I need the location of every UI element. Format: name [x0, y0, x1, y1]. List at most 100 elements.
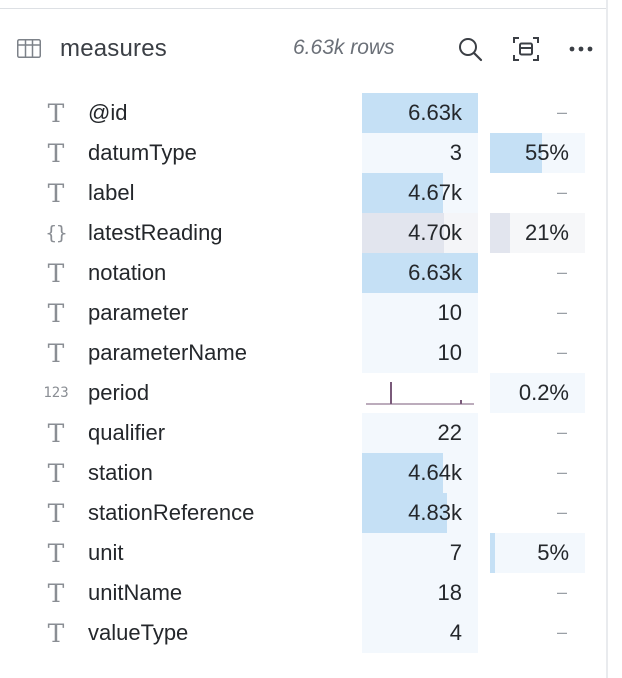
- null-percent-bar[interactable]: 0.2%: [490, 373, 585, 413]
- column-row[interactable]: {} latestReading 4.70k 21%: [0, 213, 606, 253]
- text-type-icon: T: [47, 98, 65, 128]
- null-percent-empty[interactable]: –: [490, 413, 585, 453]
- distinct-count-bar[interactable]: 4.64k: [362, 453, 478, 493]
- column-name: station: [88, 460, 153, 485]
- distinct-count-bar[interactable]: 7: [362, 533, 478, 573]
- column-name: datumType: [88, 140, 197, 165]
- null-fill: [490, 133, 542, 173]
- expand-icon[interactable]: [512, 35, 540, 63]
- null-percent-bar[interactable]: 21%: [490, 213, 585, 253]
- value-histogram[interactable]: [362, 373, 478, 413]
- more-icon[interactable]: [568, 35, 596, 63]
- dash-icon: –: [557, 182, 568, 202]
- distinct-count: 10: [437, 340, 462, 365]
- distinct-count-bar[interactable]: 18: [362, 573, 478, 613]
- distinct-count: 18: [437, 580, 462, 605]
- text-type-icon: T: [47, 418, 65, 448]
- null-percent-empty[interactable]: –: [490, 253, 585, 293]
- null-percent-empty[interactable]: –: [490, 293, 585, 333]
- dash-icon: –: [557, 302, 568, 322]
- distinct-count-bar[interactable]: 4.67k: [362, 173, 478, 213]
- distinct-count-bar[interactable]: 4.83k: [362, 493, 478, 533]
- distinct-count-bar[interactable]: 4.70k: [362, 213, 478, 253]
- distinct-count: 4.83k: [408, 500, 462, 525]
- distinct-count-bar[interactable]: 10: [362, 333, 478, 373]
- null-percent-empty[interactable]: –: [490, 93, 585, 133]
- null-percent: 21%: [524, 220, 569, 245]
- dash-icon: –: [557, 342, 568, 362]
- distinct-count: 22: [437, 420, 462, 445]
- distinct-fill: [362, 493, 447, 533]
- distinct-count-bar[interactable]: 6.63k: [362, 93, 478, 133]
- distinct-count-bar[interactable]: 6.63k: [362, 253, 478, 293]
- column-name: latestReading: [88, 220, 223, 245]
- null-percent-empty[interactable]: –: [490, 333, 585, 373]
- table-title: measures: [60, 35, 167, 62]
- distinct-count: 7: [449, 540, 462, 565]
- text-type-icon: T: [47, 258, 65, 288]
- table-icon: [17, 39, 41, 58]
- text-type-icon: T: [47, 578, 65, 608]
- distinct-fill: [362, 453, 443, 493]
- column-name: label: [88, 180, 135, 205]
- dash-icon: –: [557, 422, 568, 442]
- null-percent: 5%: [537, 540, 569, 565]
- distinct-count-bar[interactable]: 10: [362, 293, 478, 333]
- column-row[interactable]: 123 period 0.2%: [0, 373, 606, 413]
- number-type-icon: 123: [43, 385, 69, 401]
- distinct-fill: [362, 213, 444, 253]
- text-type-icon: T: [47, 618, 65, 648]
- dash-icon: –: [557, 622, 568, 642]
- table-header: measures 6.63k rows: [0, 22, 606, 76]
- null-percent-bar[interactable]: 55%: [490, 133, 585, 173]
- column-row[interactable]: T @id 6.63k –: [0, 93, 606, 133]
- distinct-count-bar[interactable]: 3: [362, 133, 478, 173]
- text-type-icon: T: [47, 338, 65, 368]
- column-name: valueType: [88, 620, 189, 645]
- distinct-count: 3: [449, 140, 462, 165]
- panel-border: [606, 0, 608, 678]
- row-count: 6.63k rows: [293, 36, 395, 59]
- column-name: notation: [88, 260, 167, 285]
- distinct-count-bar[interactable]: 22: [362, 413, 478, 453]
- dash-icon: –: [557, 102, 568, 122]
- distinct-count: 4.64k: [408, 460, 462, 485]
- dash-icon: –: [557, 502, 568, 522]
- text-type-icon: T: [47, 458, 65, 488]
- distinct-fill: [362, 93, 478, 133]
- null-fill: [490, 533, 495, 573]
- null-percent-empty[interactable]: –: [490, 573, 585, 613]
- text-type-icon: T: [47, 538, 65, 568]
- text-type-icon: T: [47, 138, 65, 168]
- dash-icon: –: [557, 462, 568, 482]
- column-name: stationReference: [88, 500, 255, 525]
- object-type-icon: {}: [45, 222, 68, 244]
- distinct-count: 6.63k: [408, 260, 462, 285]
- distinct-count-bar[interactable]: 4: [362, 613, 478, 653]
- null-percent-empty[interactable]: –: [490, 453, 585, 493]
- top-divider: [0, 8, 606, 9]
- null-percent-empty[interactable]: –: [490, 173, 585, 213]
- null-percent-empty[interactable]: –: [490, 613, 585, 653]
- null-percent-empty[interactable]: –: [490, 493, 585, 533]
- text-type-icon: T: [47, 178, 65, 208]
- distinct-count: 4.70k: [408, 220, 462, 245]
- dash-icon: –: [557, 262, 568, 282]
- null-percent-bar[interactable]: 5%: [490, 533, 585, 573]
- column-name: parameterName: [88, 340, 247, 365]
- column-name: unit: [88, 540, 124, 565]
- distinct-count: 4.67k: [408, 180, 462, 205]
- search-icon[interactable]: [456, 35, 484, 63]
